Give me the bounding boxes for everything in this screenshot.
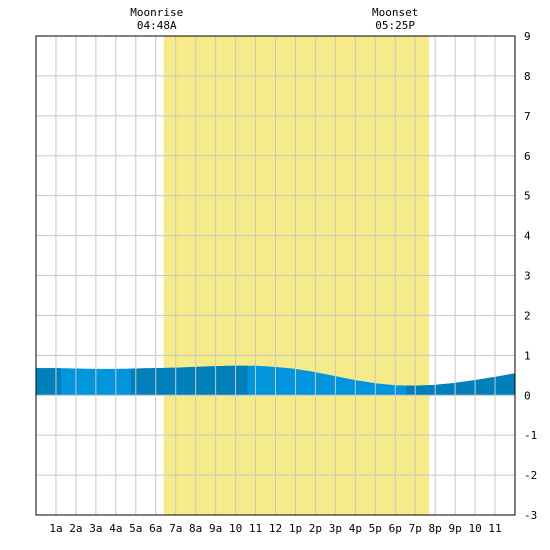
x-tick-label: 5a [129, 522, 142, 535]
y-tick-label: 0 [524, 389, 531, 402]
x-tick-label: 3p [329, 522, 342, 535]
moonrise-label: Moonrise [130, 6, 183, 19]
x-tick-label: 1p [289, 522, 302, 535]
y-tick-label: 8 [524, 70, 531, 83]
tide-area-dark-band-1 [130, 365, 248, 396]
x-tick-label: 4a [109, 522, 122, 535]
moonrise-time: 04:48A [137, 19, 177, 32]
x-tick-label: 10 [229, 522, 242, 535]
y-tick-labels: -3 -2 -1 0 1 2 3 4 5 6 7 8 9 [524, 30, 537, 522]
x-tick-label: 11 [249, 522, 262, 535]
y-tick-label: 3 [524, 270, 531, 283]
grid-layer [36, 36, 515, 515]
moonset-time: 05:25P [375, 19, 415, 32]
x-tick-label: 2p [309, 522, 322, 535]
tide-area-dark-band-2 [406, 373, 515, 396]
tide-area-dark-band-0 [36, 368, 61, 396]
x-tick-label: 7a [169, 522, 182, 535]
y-tick-label: 4 [524, 230, 531, 243]
y-tick-label: -1 [524, 429, 537, 442]
x-tick-label: 7p [409, 522, 422, 535]
x-tick-label: 1a [49, 522, 62, 535]
x-tick-label: 12 [269, 522, 282, 535]
y-tick-label: 9 [524, 30, 531, 43]
x-tick-label: 11 [488, 522, 501, 535]
x-tick-label: 8a [189, 522, 202, 535]
x-tick-label: 2a [69, 522, 82, 535]
moon-annotations: Moonrise 04:48A Moonset 05:25P [130, 6, 418, 32]
x-tick-label: 9p [449, 522, 462, 535]
x-tick-label: 3a [89, 522, 102, 535]
x-tick-labels: 1a 2a 3a 4a 5a 6a 7a 8a 9a 10 11 12 1p 2p 3p 4p 5p 6p 7p 8p… [49, 522, 501, 535]
plot-frame [35, 35, 516, 516]
x-tick-label: 9a [209, 522, 222, 535]
x-tick-label: 10 [468, 522, 481, 535]
x-tick-label: 6p [389, 522, 402, 535]
y-tick-label: 2 [524, 309, 531, 322]
y-tick-label: 6 [524, 150, 531, 163]
y-tick-label: -2 [524, 469, 537, 482]
x-tick-label: 5p [369, 522, 382, 535]
moonset-label: Moonset [372, 6, 418, 19]
x-tick-label: 8p [429, 522, 442, 535]
x-tick-label: 6a [149, 522, 162, 535]
y-tick-label: 1 [524, 349, 531, 362]
x-tick-label: 4p [349, 522, 362, 535]
y-tick-label: -3 [524, 509, 537, 522]
y-tick-label: 7 [524, 110, 531, 123]
y-tick-label: 5 [524, 190, 531, 203]
